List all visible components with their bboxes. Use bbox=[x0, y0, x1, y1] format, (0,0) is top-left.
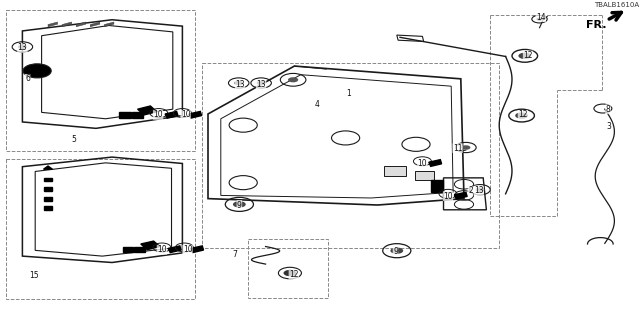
Polygon shape bbox=[76, 22, 86, 27]
Bar bbox=[123, 247, 133, 252]
Text: 9: 9 bbox=[393, 247, 398, 256]
Bar bbox=[44, 178, 52, 181]
Circle shape bbox=[476, 188, 484, 192]
Text: 10: 10 bbox=[180, 110, 191, 119]
Bar bbox=[6, 10, 195, 151]
Text: 13: 13 bbox=[474, 186, 484, 195]
Text: 9: 9 bbox=[237, 201, 242, 210]
Circle shape bbox=[234, 81, 243, 85]
Bar bbox=[44, 187, 52, 191]
Text: 7: 7 bbox=[232, 250, 237, 259]
Circle shape bbox=[257, 81, 266, 85]
Bar bbox=[431, 180, 443, 186]
Bar bbox=[44, 206, 52, 210]
Polygon shape bbox=[454, 192, 467, 199]
Circle shape bbox=[23, 64, 51, 78]
Bar bbox=[6, 159, 195, 299]
Polygon shape bbox=[141, 241, 160, 250]
Text: 10: 10 bbox=[182, 245, 193, 254]
Polygon shape bbox=[168, 246, 181, 252]
Text: 13: 13 bbox=[256, 80, 266, 89]
Text: 12: 12 bbox=[524, 51, 532, 60]
Bar bbox=[431, 186, 443, 192]
Circle shape bbox=[233, 201, 246, 208]
Circle shape bbox=[18, 45, 27, 49]
Circle shape bbox=[288, 77, 298, 82]
Text: 12: 12 bbox=[289, 270, 298, 279]
Circle shape bbox=[515, 112, 528, 119]
Polygon shape bbox=[62, 22, 72, 27]
Polygon shape bbox=[48, 22, 58, 27]
Text: 8: 8 bbox=[605, 105, 611, 114]
Text: 13: 13 bbox=[17, 43, 28, 52]
Text: 10: 10 bbox=[157, 245, 167, 254]
Polygon shape bbox=[104, 22, 114, 27]
Text: 3: 3 bbox=[607, 122, 612, 131]
Bar bbox=[134, 247, 145, 252]
Text: 5: 5 bbox=[71, 135, 76, 144]
Circle shape bbox=[518, 53, 531, 59]
Text: 11: 11 bbox=[453, 144, 462, 153]
Polygon shape bbox=[44, 166, 52, 169]
Polygon shape bbox=[429, 160, 442, 166]
Text: 1: 1 bbox=[346, 89, 351, 98]
Polygon shape bbox=[189, 111, 202, 118]
Polygon shape bbox=[191, 246, 204, 252]
Text: 4: 4 bbox=[314, 100, 319, 109]
Circle shape bbox=[284, 270, 296, 276]
Bar bbox=[384, 166, 406, 176]
Polygon shape bbox=[90, 22, 100, 27]
Text: 10: 10 bbox=[417, 159, 428, 168]
Text: 2: 2 bbox=[468, 186, 473, 195]
Text: FR.: FR. bbox=[586, 20, 606, 29]
Bar bbox=[415, 172, 434, 180]
Text: TBALB1610A: TBALB1610A bbox=[593, 2, 639, 8]
Bar bbox=[248, 238, 328, 298]
Text: 6: 6 bbox=[25, 74, 30, 83]
Circle shape bbox=[390, 247, 403, 254]
Text: 12: 12 bbox=[518, 110, 527, 119]
Polygon shape bbox=[138, 106, 157, 115]
Bar bbox=[132, 112, 143, 118]
Text: 10: 10 bbox=[153, 110, 163, 119]
Text: 14: 14 bbox=[536, 13, 546, 22]
Bar bbox=[44, 197, 52, 201]
Text: 10: 10 bbox=[443, 192, 453, 201]
Polygon shape bbox=[165, 111, 178, 118]
Text: 15: 15 bbox=[29, 271, 39, 280]
Circle shape bbox=[461, 145, 470, 150]
Bar bbox=[119, 112, 131, 118]
Text: 13: 13 bbox=[235, 80, 245, 89]
Circle shape bbox=[536, 18, 543, 21]
Bar bbox=[202, 63, 499, 248]
